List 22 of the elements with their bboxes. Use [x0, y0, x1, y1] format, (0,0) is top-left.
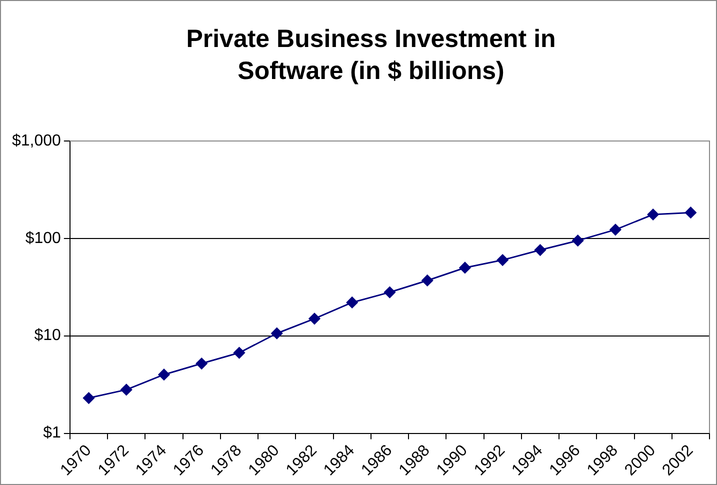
point — [384, 286, 396, 298]
point — [572, 234, 584, 246]
point — [83, 392, 94, 404]
point — [346, 296, 358, 308]
y-tick-label: $10 — [34, 327, 62, 344]
point — [422, 274, 434, 286]
point — [308, 312, 320, 324]
point — [684, 206, 696, 218]
point — [233, 347, 245, 359]
point — [120, 384, 132, 396]
point — [196, 358, 208, 370]
point — [534, 244, 546, 256]
y-tick-label: $1,000 — [12, 132, 62, 150]
point — [496, 254, 508, 266]
point — [459, 262, 471, 274]
point — [271, 328, 283, 340]
chart-title: Private Business Investment in Software (in $ billions) — [185, 24, 557, 87]
y-tick-label: $1 — [43, 424, 62, 442]
point — [158, 368, 170, 380]
y-tick-label: $100 — [25, 230, 62, 247]
point — [610, 224, 622, 236]
point — [647, 208, 659, 220]
